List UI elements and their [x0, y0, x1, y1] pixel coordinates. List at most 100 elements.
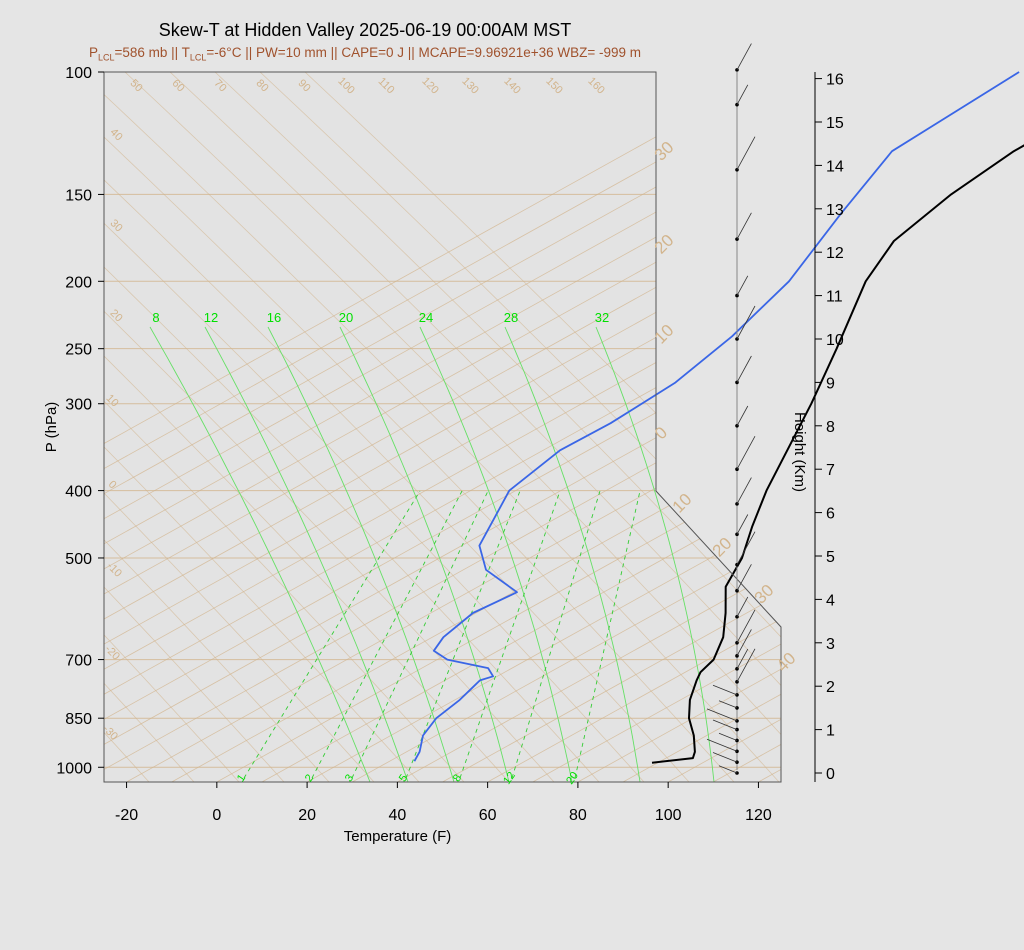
mixing-ratio-line	[574, 490, 641, 779]
height-tick-label: 1	[826, 723, 835, 740]
moist-adiabat-label: 28	[504, 310, 518, 325]
wind-barb	[712, 752, 738, 763]
mixing-ratio-lines	[243, 490, 641, 779]
moist-adiabat-line	[595, 326, 715, 782]
moist-adiabat-line	[339, 326, 510, 782]
dewpoint-line	[413, 71, 1020, 762]
wind-barb	[736, 531, 756, 565]
isotherm-line	[352, 72, 781, 782]
mixing-ratio-label: 12	[501, 770, 518, 787]
y-tick-label: 850	[65, 711, 92, 728]
wind-barb	[718, 732, 738, 741]
mixing-ratio-label: 2	[303, 772, 316, 784]
isotherm-line	[261, 72, 781, 782]
wind-barb	[736, 514, 749, 535]
subtitle: PLCL=586 mb || TLCL=-6°C || PW=10 mm || …	[88, 45, 642, 63]
x-tick-label: 0	[212, 807, 221, 824]
moist-adiabat-line	[267, 326, 455, 782]
isotherm-line	[532, 72, 781, 782]
wind-barb	[736, 84, 749, 105]
mixing-ratio-label: 20	[564, 770, 581, 787]
wind-dot	[735, 502, 739, 506]
dry-adiabat-line	[214, 72, 781, 782]
wind-barb	[736, 477, 752, 505]
height-tick-label: 16	[826, 72, 844, 89]
height-tick-label: 14	[826, 158, 844, 175]
y-tick-label: 400	[65, 484, 92, 501]
dry-adiabat-line	[104, 72, 285, 782]
wind-barb	[736, 609, 756, 643]
y-tick-label: 500	[65, 551, 92, 568]
mixing-ratio-line	[511, 490, 601, 779]
series-group	[413, 71, 1024, 764]
isotherm-line	[487, 72, 781, 782]
dry-adiabat-line	[104, 72, 555, 782]
y-tick-label: 200	[65, 274, 92, 291]
wind-barb	[736, 648, 749, 670]
isotherm-line	[306, 72, 781, 782]
wind-barb	[736, 355, 752, 383]
height-axis-label: Height (Km)	[791, 412, 808, 492]
mixing-ratio-label: 3	[343, 772, 356, 784]
wind-barb	[706, 738, 738, 752]
mixing-ratio-line	[459, 490, 561, 779]
height-tick-label: 4	[826, 592, 835, 609]
height-tick-label: 7	[826, 462, 835, 479]
height-tick-label: 10	[826, 332, 844, 349]
wind-barb	[736, 275, 749, 296]
wind-barb	[736, 596, 749, 617]
wind-barb	[736, 43, 752, 71]
isotherm-line	[104, 72, 781, 782]
isotherm-line	[849, 72, 1024, 782]
height-tick-label: 6	[826, 506, 835, 523]
dry-adiabat-line	[104, 72, 375, 782]
wind-profile	[706, 43, 756, 775]
x-tick-label: 100	[655, 807, 682, 824]
wind-barb	[736, 305, 756, 340]
isotherm-line	[104, 72, 781, 782]
moist-adiabat-label: 8	[152, 310, 159, 325]
height-tick-label: 15	[826, 115, 844, 132]
height-tick-label: 2	[826, 679, 835, 696]
mixing-ratio-line	[405, 490, 521, 779]
dry-adiabat-line	[104, 72, 600, 782]
dry-adiabat-line	[124, 72, 781, 782]
wind-barb	[736, 648, 756, 683]
moist-adiabat-line	[504, 326, 641, 782]
dry-adiabat-line	[104, 72, 645, 782]
dry-adiabat-line	[0, 72, 14, 782]
y-tick-label: 100	[65, 65, 92, 82]
isotherm-line	[104, 72, 781, 782]
mixing-ratio-label: 8	[451, 772, 464, 784]
moist-adiabat-label: 12	[204, 310, 218, 325]
dry-adiabat-line	[104, 72, 735, 782]
plot-frame	[103, 71, 782, 783]
wind-barb	[736, 212, 752, 240]
height-tick-label: 5	[826, 549, 835, 566]
dry-adiabat-line	[104, 72, 780, 782]
x-axis-label: Temperature (F)	[344, 828, 452, 845]
temperature-line	[651, 144, 1024, 764]
moist-adiabat-line	[204, 326, 409, 782]
moist-adiabat-label: 24	[419, 310, 433, 325]
dry-adiabat-line	[104, 72, 465, 782]
wind-dot	[735, 380, 739, 385]
wind-barb	[718, 700, 738, 709]
axes: -20 0 20 40 60 80 100 1201001502002503004005007…	[43, 65, 782, 845]
isotherm-line	[104, 72, 781, 782]
x-tick-label: -20	[115, 807, 138, 824]
dry-adiabat-line	[104, 72, 690, 782]
wind-barb	[736, 629, 752, 657]
mixing-ratio-line	[311, 490, 463, 779]
plot-background	[104, 72, 781, 782]
wind-barb	[712, 719, 738, 730]
height-tick-label: 8	[826, 419, 835, 436]
mixing-ratio-label: 5	[397, 772, 410, 784]
isotherm-line	[104, 72, 781, 782]
height-tick-label: 11	[826, 289, 843, 306]
wind-barb	[718, 765, 738, 774]
y-tick-label: 250	[65, 342, 92, 359]
moist-adiabat-line	[149, 326, 371, 782]
isotherm-line	[804, 72, 1024, 782]
